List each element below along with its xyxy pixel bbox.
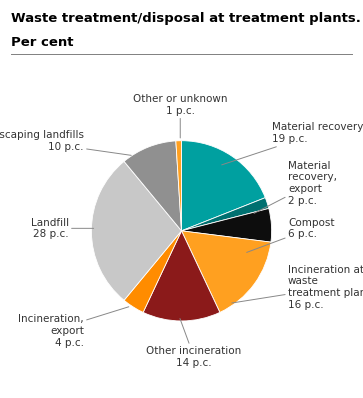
Text: Other or unknown
1 p.c.: Other or unknown 1 p.c. <box>133 94 228 138</box>
Text: Per cent: Per cent <box>11 36 73 49</box>
Wedge shape <box>182 209 272 242</box>
Text: Landscaping landfills
10 p.c.: Landscaping landfills 10 p.c. <box>0 130 131 155</box>
Text: Material
recovery,
export
2 p.c.: Material recovery, export 2 p.c. <box>254 161 337 213</box>
Text: Compost
6 p.c.: Compost 6 p.c. <box>247 218 334 252</box>
Wedge shape <box>176 141 182 231</box>
Wedge shape <box>182 231 271 312</box>
Text: Landfill
28 p.c.: Landfill 28 p.c. <box>31 218 94 239</box>
Wedge shape <box>143 231 220 321</box>
Wedge shape <box>91 162 182 300</box>
Wedge shape <box>124 141 182 231</box>
Wedge shape <box>182 141 265 231</box>
Text: Incineration,
export
4 p.c.: Incineration, export 4 p.c. <box>18 307 129 347</box>
Text: Incineration at
waste
treatment plants
16 p.c.: Incineration at waste treatment plants 1… <box>232 265 363 310</box>
Wedge shape <box>124 231 182 312</box>
Wedge shape <box>182 198 269 231</box>
Text: Material recovery
19 p.c.: Material recovery 19 p.c. <box>222 123 363 165</box>
Text: Other incineration
14 p.c.: Other incineration 14 p.c. <box>146 318 242 368</box>
Text: Waste treatment/disposal at treatment plants. 2006.: Waste treatment/disposal at treatment pl… <box>11 12 363 25</box>
